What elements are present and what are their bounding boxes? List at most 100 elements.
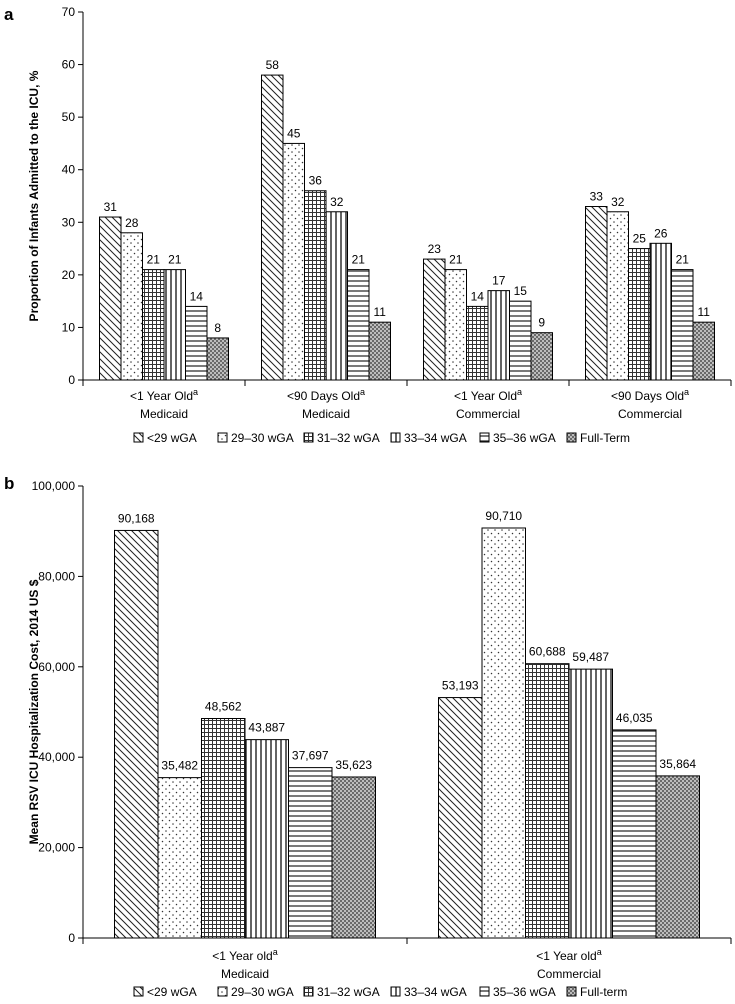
category-sublabel: Commercial [618, 407, 682, 421]
data-label: 45 [287, 126, 301, 140]
legend-swatch [479, 432, 490, 443]
bar [423, 258, 446, 381]
bar [368, 321, 391, 381]
data-label: 32 [330, 195, 344, 209]
data-label: 60,688 [529, 645, 566, 659]
y-tick-label: 100,000 [32, 479, 76, 493]
legend-swatch [217, 986, 228, 997]
category-label: <1 Year olda [212, 947, 277, 963]
bar [628, 248, 651, 381]
data-label: 21 [676, 253, 690, 267]
bar [481, 527, 526, 939]
legend-label: 29–30 wGA [231, 431, 294, 445]
legend-swatch [303, 986, 314, 997]
bar [655, 775, 700, 939]
bar [244, 739, 289, 939]
y-tick-label: 40 [62, 163, 76, 177]
data-label: 21 [147, 253, 161, 267]
y-tick-label: 60 [62, 58, 76, 72]
panel-a-chart: a 0 10 20 30 40 50 60 70 Proportion of Infants Ad… [4, 5, 732, 445]
bar [163, 269, 186, 381]
bar [304, 190, 327, 381]
bar [206, 337, 229, 381]
bar [530, 332, 553, 381]
data-label: 53,193 [442, 679, 479, 693]
bar [649, 242, 672, 381]
data-label: 14 [471, 289, 485, 303]
bar [142, 269, 165, 381]
y-tick-label: 80,000 [38, 569, 75, 583]
bar [114, 529, 159, 939]
legend-swatch [303, 432, 314, 443]
bar [282, 142, 305, 381]
data-label: 8 [214, 321, 221, 335]
legend-swatch [566, 986, 577, 997]
bar [331, 776, 376, 939]
legend-label: 33–34 wGA [404, 431, 467, 445]
category-sublabel: Commercial [456, 407, 520, 421]
data-label: 58 [266, 58, 280, 72]
bar [606, 211, 629, 381]
data-label: 90,168 [118, 511, 155, 525]
bar [99, 216, 122, 381]
legend-label: 29–30 wGA [231, 985, 294, 999]
data-label: 90,710 [485, 509, 522, 523]
legend-label: <29 wGA [147, 431, 197, 445]
data-label: 21 [352, 253, 366, 267]
legend-label: 35–36 wGA [493, 431, 556, 445]
panel-letter: b [4, 474, 14, 493]
bar [157, 777, 202, 939]
category-sublabel: Commercial [537, 967, 601, 981]
bar [671, 269, 694, 381]
data-label: 46,035 [616, 711, 653, 725]
legend-swatch [390, 432, 401, 443]
data-label: 21 [449, 253, 463, 267]
data-label: 11 [374, 305, 387, 319]
legend-swatch [566, 432, 577, 443]
bar [525, 663, 570, 939]
category-label: <1 Year olda [536, 947, 601, 963]
bar [261, 74, 284, 381]
bar [466, 305, 489, 381]
data-label: 48,562 [205, 699, 242, 713]
bar [288, 767, 333, 939]
y-tick-label: 50 [62, 110, 76, 124]
bar [325, 211, 348, 381]
data-label: 9 [538, 316, 545, 330]
data-label: 31 [104, 200, 118, 214]
y-tick-label: 20,000 [38, 841, 75, 855]
data-label: 25 [633, 232, 647, 246]
y-tick-label: 40,000 [38, 750, 75, 764]
data-label: 11 [698, 305, 711, 319]
panel-b-chart: b 0 20,000 40,000 60,000 80,000 100,000 Mean RS… [4, 474, 732, 999]
data-label: 32 [611, 195, 625, 209]
legend-label: Full-term [580, 985, 627, 999]
category-label: <90 Days Olda [611, 387, 689, 403]
bar [487, 290, 510, 381]
legend-swatch [133, 986, 144, 997]
data-label: 26 [654, 226, 668, 240]
y-tick-label: 20 [62, 268, 76, 282]
category-label: <1 Year Olda [130, 387, 198, 403]
legend-swatch [479, 986, 490, 997]
legend-swatch [390, 986, 401, 997]
bar [585, 206, 608, 381]
data-label: 43,887 [248, 721, 285, 735]
y-tick-label: 0 [68, 373, 75, 387]
data-label: 33 [590, 190, 604, 204]
bar [612, 729, 657, 939]
data-label: 59,487 [572, 650, 609, 664]
category-label: <90 Days Olda [287, 387, 365, 403]
data-label: 37,697 [292, 749, 329, 763]
data-label: 36 [309, 174, 323, 188]
legend-swatch [133, 432, 144, 443]
category-sublabel: Medicaid [221, 967, 269, 981]
category-label: <1 Year Olda [454, 387, 522, 403]
bar [692, 321, 715, 381]
y-axis-title: Proportion of Infants Admitted to the IC… [27, 70, 41, 321]
data-label: 15 [514, 284, 528, 298]
legend-label: 35–36 wGA [493, 985, 556, 999]
data-label: 14 [190, 289, 204, 303]
bar [568, 668, 613, 939]
